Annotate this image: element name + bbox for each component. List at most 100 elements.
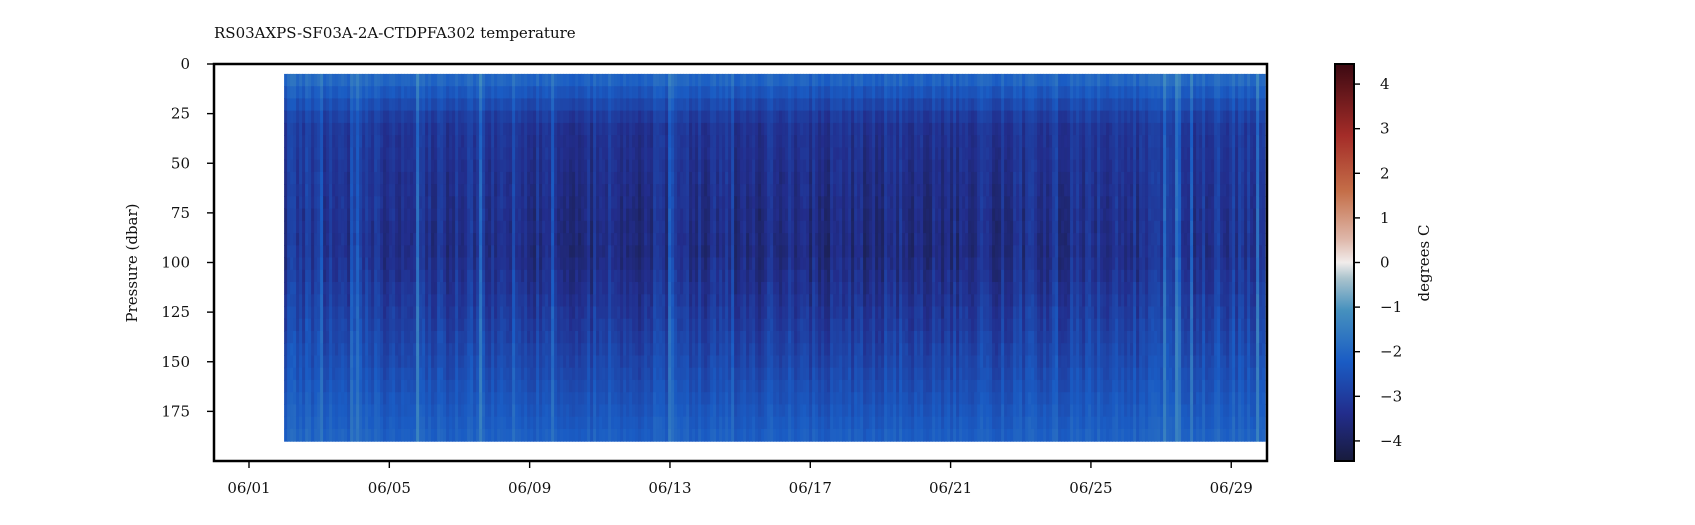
heatmap-cell bbox=[539, 147, 543, 161]
heatmap-cell bbox=[524, 257, 528, 271]
heatmap-cell bbox=[536, 428, 540, 442]
heatmap-cell bbox=[512, 343, 516, 356]
heatmap-cell bbox=[575, 428, 579, 442]
chart-title: RS03AXPS-SF03A-2A-CTDPFA302 temperature bbox=[214, 24, 576, 42]
heatmap-cell bbox=[488, 196, 492, 210]
heatmap-cell bbox=[446, 355, 450, 369]
heatmap-cell bbox=[296, 135, 300, 148]
heatmap-cell bbox=[320, 196, 324, 210]
heatmap-cell bbox=[476, 269, 480, 283]
heatmap-cell bbox=[644, 220, 648, 234]
heatmap-cell bbox=[596, 73, 600, 87]
heatmap-cell bbox=[404, 331, 408, 344]
heatmap-cell bbox=[554, 196, 558, 210]
heatmap-cell bbox=[323, 428, 327, 442]
heatmap-cell bbox=[626, 331, 630, 344]
heatmap-cell bbox=[557, 233, 561, 246]
heatmap-cell bbox=[581, 294, 585, 308]
heatmap-cell bbox=[425, 184, 429, 197]
heatmap-cell bbox=[308, 379, 312, 393]
heatmap-cell bbox=[494, 428, 498, 442]
heatmap-cell bbox=[377, 367, 381, 381]
heatmap-cell bbox=[446, 416, 450, 430]
heatmap-cell bbox=[533, 171, 537, 185]
heatmap-cell bbox=[473, 245, 477, 259]
heatmap-cell bbox=[638, 147, 642, 161]
heatmap-cell bbox=[536, 122, 540, 136]
heatmap-cell bbox=[512, 404, 516, 418]
heatmap-cell bbox=[650, 196, 654, 210]
heatmap-cell bbox=[359, 245, 363, 259]
heatmap-cell bbox=[524, 355, 528, 369]
heatmap-cell bbox=[668, 184, 672, 197]
heatmap-cell bbox=[605, 110, 609, 124]
heatmap-cell bbox=[455, 282, 459, 295]
heatmap-column bbox=[392, 73, 396, 442]
heatmap-cell bbox=[371, 269, 375, 283]
heatmap-cell bbox=[392, 331, 396, 344]
heatmap-cell bbox=[305, 416, 309, 430]
heatmap-cell bbox=[653, 379, 657, 393]
heatmap-cell bbox=[530, 428, 534, 442]
heatmap-cell bbox=[365, 147, 369, 161]
heatmap-cell bbox=[311, 294, 315, 308]
heatmap-cell bbox=[557, 122, 561, 136]
heatmap-cell bbox=[539, 98, 543, 112]
heatmap-cell bbox=[500, 171, 504, 185]
heatmap-cell bbox=[587, 147, 591, 161]
heatmap-cell bbox=[371, 294, 375, 308]
heatmap-cell bbox=[491, 257, 495, 271]
heatmap-cell bbox=[653, 355, 657, 369]
heatmap-cell bbox=[512, 269, 516, 283]
heatmap-cell bbox=[410, 220, 414, 234]
heatmap-cell bbox=[350, 208, 354, 222]
heatmap-cell bbox=[398, 86, 402, 99]
heatmap-cell bbox=[527, 282, 531, 295]
heatmap-cell bbox=[644, 184, 648, 197]
heatmap-cell bbox=[584, 257, 588, 271]
heatmap-column bbox=[464, 73, 468, 442]
heatmap-cell bbox=[512, 355, 516, 369]
heatmap-cell bbox=[356, 318, 360, 332]
heatmap-cell bbox=[290, 404, 294, 418]
heatmap-cell bbox=[584, 404, 588, 418]
heatmap-cell bbox=[602, 184, 606, 197]
heatmap-cell bbox=[569, 159, 573, 173]
heatmap-cell bbox=[521, 196, 525, 210]
heatmap-cell bbox=[566, 147, 570, 161]
heatmap-cell bbox=[374, 367, 378, 381]
heatmap-cell bbox=[299, 269, 303, 283]
heatmap-cell bbox=[668, 257, 672, 271]
heatmap-cell bbox=[347, 282, 351, 295]
heatmap-cell bbox=[575, 159, 579, 173]
heatmap-cell bbox=[338, 196, 342, 210]
heatmap-cell bbox=[431, 171, 435, 185]
heatmap-cell bbox=[287, 416, 291, 430]
heatmap-cell bbox=[494, 355, 498, 369]
heatmap-cell bbox=[590, 343, 594, 356]
heatmap-cell bbox=[488, 159, 492, 173]
heatmap-cell bbox=[461, 392, 465, 405]
heatmap-cell bbox=[413, 306, 417, 320]
heatmap-cell bbox=[521, 282, 525, 295]
heatmap-cell bbox=[356, 367, 360, 381]
heatmap-cell bbox=[461, 233, 465, 246]
heatmap-cell bbox=[659, 98, 663, 112]
heatmap-cell bbox=[425, 318, 429, 332]
heatmap-cell bbox=[302, 110, 306, 124]
heatmap-cell bbox=[527, 343, 531, 356]
heatmap-cell bbox=[617, 343, 621, 356]
heatmap-cell bbox=[413, 233, 417, 246]
heatmap-cell bbox=[311, 269, 315, 283]
heatmap-cell bbox=[410, 379, 414, 393]
heatmap-cell bbox=[560, 135, 564, 148]
heatmap-cell bbox=[542, 73, 546, 87]
heatmap-cell bbox=[530, 196, 534, 210]
heatmap-cell bbox=[383, 294, 387, 308]
heatmap-cell bbox=[473, 73, 477, 87]
heatmap-cell bbox=[650, 318, 654, 332]
heatmap-cell bbox=[458, 208, 462, 222]
heatmap-cell bbox=[398, 98, 402, 112]
heatmap-cell bbox=[647, 171, 651, 185]
heatmap-cell bbox=[644, 98, 648, 112]
